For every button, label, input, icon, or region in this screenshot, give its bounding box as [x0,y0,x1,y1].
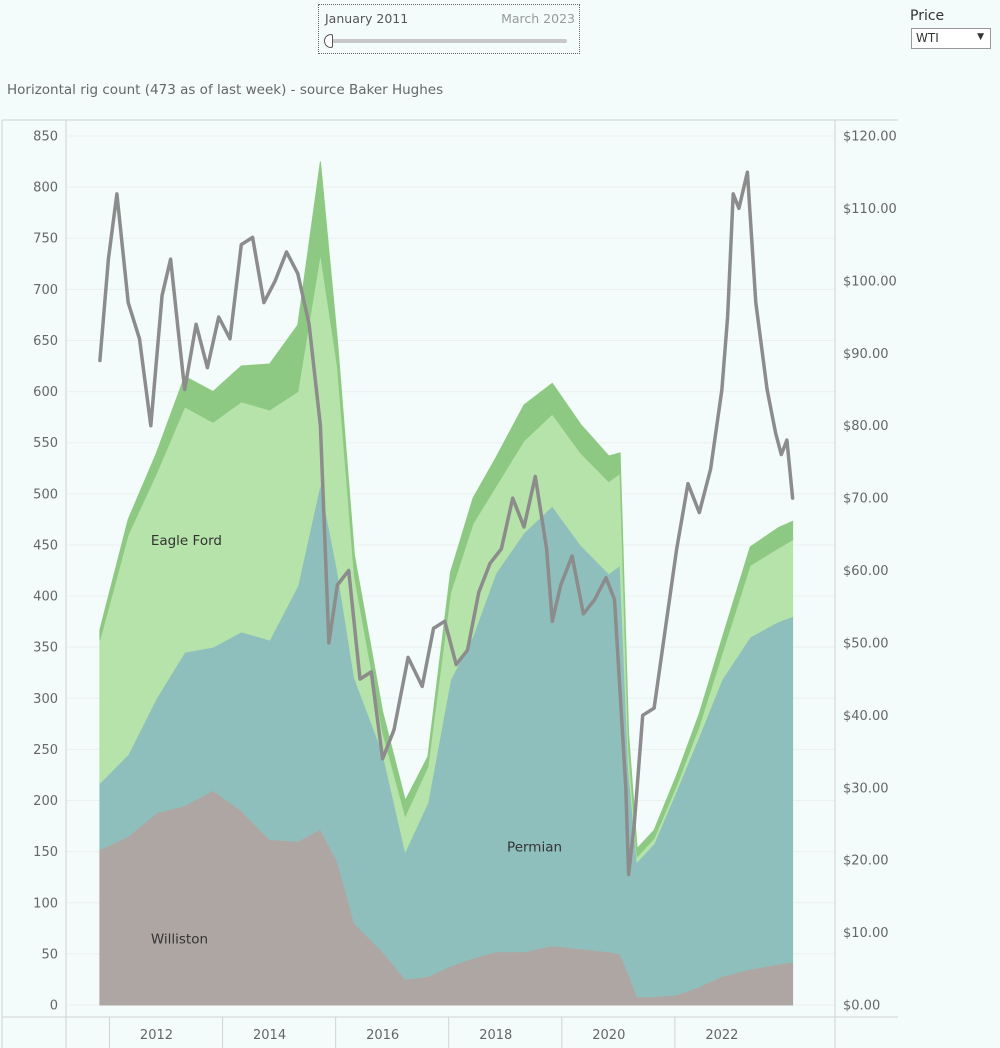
chevron-down-icon[interactable]: ▼ [977,32,984,42]
x-axis-tick-label: 2014 [253,1028,286,1043]
x-axis-tick-label: 2022 [705,1028,738,1043]
left-axis-tick-label: 650 [33,334,58,349]
right-axis-tick-label: $60.00 [843,564,889,579]
right-axis-tick-label: $40.00 [843,709,889,724]
chart-title: Horizontal rig count (473 as of last wee… [7,82,444,98]
x-axis-tick-label: 2020 [592,1028,625,1043]
right-axis-tick-label: $10.00 [843,926,889,941]
right-axis-tick-label: $120.00 [843,130,897,145]
left-axis-tick-label: 500 [33,487,58,502]
region-labels: Eagle Ford Permian Williston [151,533,562,948]
rig-count-chart: 0 50 100 150 200 250 300 350 400 450 500 550 600 650 7… [1,119,898,1048]
left-axis-tick-label: 750 [33,232,58,247]
left-axis-tick-label: 150 [33,845,58,860]
slider-track[interactable] [329,39,567,43]
left-axis-tick-label: 550 [33,436,58,451]
right-axis-tick-label: $30.00 [843,781,889,796]
price-line-series [98,170,795,877]
right-axis-tick-label: $80.00 [843,419,889,434]
right-axis-tick-label: $0.00 [843,999,880,1014]
x-axis-tick-label: 2012 [140,1028,173,1043]
slider-start-handle[interactable] [324,34,333,48]
left-axis-tick-label: 100 [33,896,58,911]
price-dropdown[interactable]: WTI ▼ [911,28,991,49]
right-axis-tick-label: $70.00 [843,492,889,507]
left-axis-tick-label: 0 [50,999,58,1014]
left-axis-tick-label: 450 [33,538,58,553]
axes: 0 50 100 150 200 250 300 350 400 450 500 550 600 650 7… [1,119,898,1048]
right-axis-tick-label: $110.00 [843,202,897,217]
left-axis-tick-label: 400 [33,590,58,605]
area-other [99,161,794,858]
price-line [98,170,795,877]
left-axis-tick-label: 850 [33,130,58,145]
left-axis-tick-label: 50 [41,947,58,962]
left-axis-tick-label: 700 [33,283,58,298]
right-axis-tick-label: $100.00 [843,274,897,289]
right-axis-tick-label: $90.00 [843,347,889,362]
region-label: Eagle Ford [151,533,222,549]
x-axis-tick-label: 2018 [479,1028,512,1043]
left-axis-tick-label: 600 [33,385,58,400]
price-dropdown-value: WTI [916,31,939,45]
left-axis-tick-label: 800 [33,181,58,196]
left-axis-tick-label: 350 [33,641,58,656]
right-axis-tick-label: $20.00 [843,854,889,869]
right-axis-tick-label: $50.00 [843,636,889,651]
left-axis-tick-label: 200 [33,794,58,809]
slider-start-label: January 2011 [325,11,409,26]
left-axis-tick-label: 250 [33,743,58,758]
slider-end-label: March 2023 [501,11,575,26]
price-filter-label: Price [910,8,945,24]
region-label: Permian [507,840,562,856]
date-range-slider[interactable]: January 2011 March 2023 [318,4,580,54]
region-label: Williston [151,932,208,948]
x-axis-tick-label: 2016 [366,1028,399,1043]
left-axis-tick-label: 300 [33,692,58,707]
area-series [99,161,794,1006]
